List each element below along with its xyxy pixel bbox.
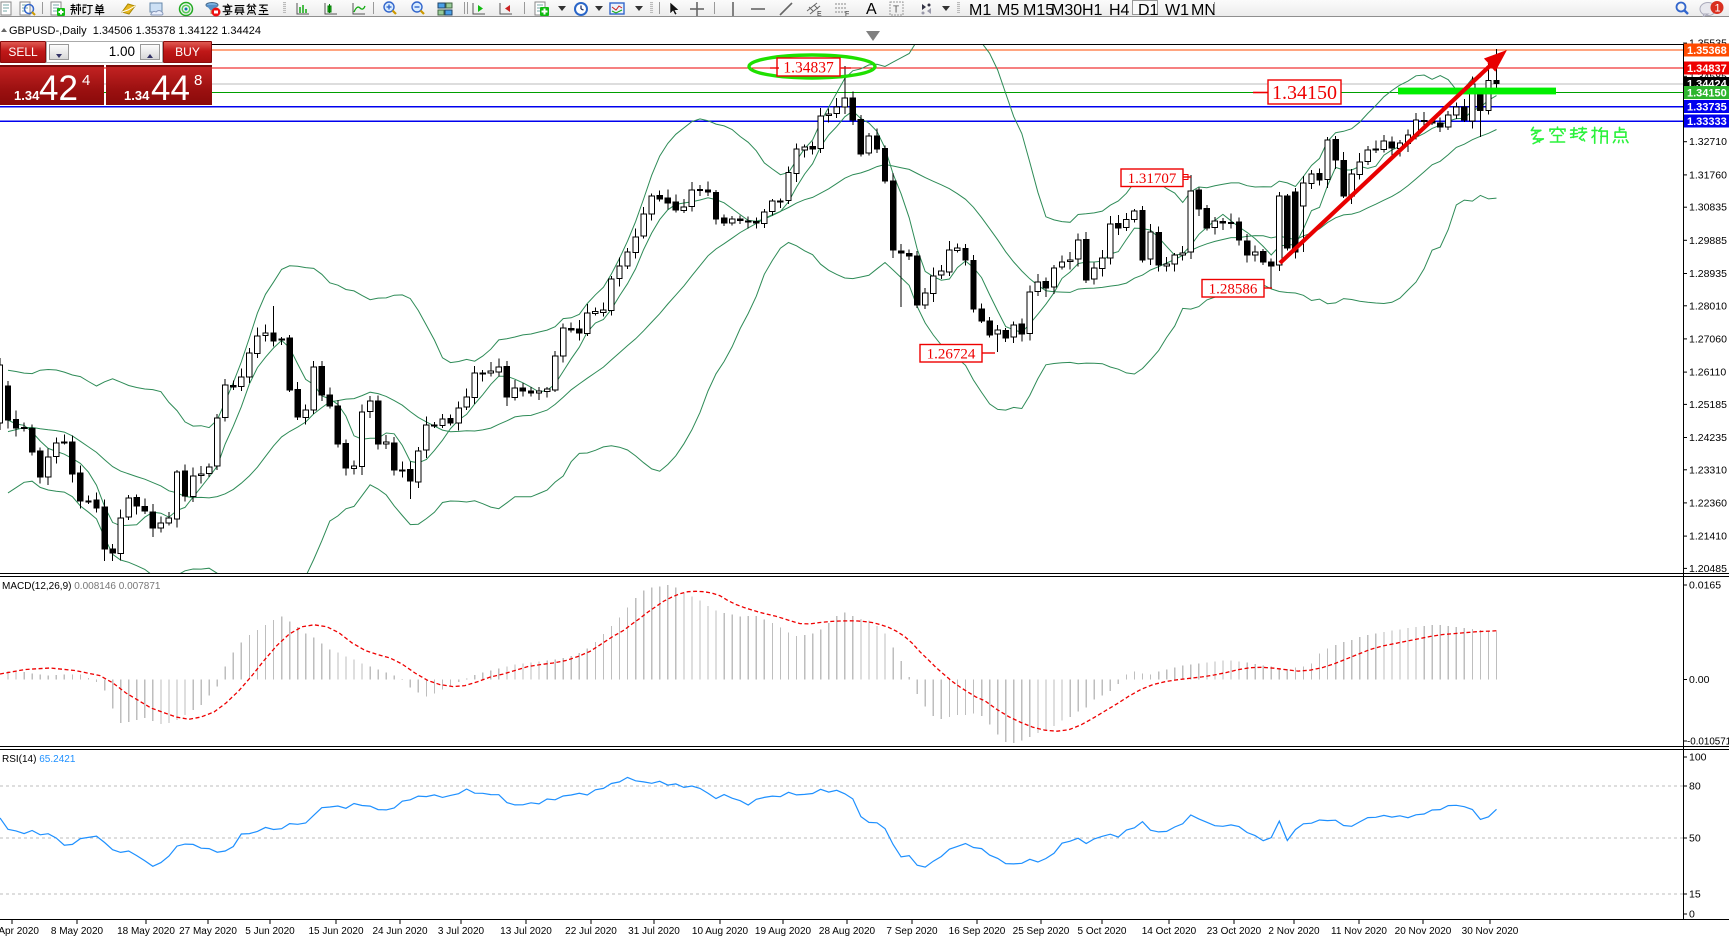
svg-text:11 Nov 2020: 11 Nov 2020	[1331, 926, 1387, 937]
svg-text:1.20485: 1.20485	[1689, 563, 1727, 575]
svg-text:3 Jul 2020: 3 Jul 2020	[438, 926, 485, 937]
svg-text:1.24235: 1.24235	[1689, 432, 1727, 444]
svg-text:7 Sep 2020: 7 Sep 2020	[886, 926, 938, 937]
svg-text:1.25185: 1.25185	[1689, 399, 1727, 411]
svg-text:29 Apr 2020: 29 Apr 2020	[0, 926, 39, 937]
svg-text:1.29885: 1.29885	[1689, 235, 1727, 247]
svg-text:22 Jul 2020: 22 Jul 2020	[565, 926, 617, 937]
svg-text:1.34150: 1.34150	[1687, 87, 1727, 99]
svg-text:1.34837: 1.34837	[1687, 63, 1727, 75]
svg-text:RSI(14) 65.2421: RSI(14) 65.2421	[2, 754, 76, 765]
svg-text:0.0165: 0.0165	[1689, 580, 1721, 592]
svg-text:15: 15	[1689, 889, 1701, 901]
svg-text:1.23310: 1.23310	[1689, 464, 1727, 476]
svg-text:27 May 2020: 27 May 2020	[179, 926, 237, 937]
svg-text:E: E	[817, 11, 822, 17]
svg-text:25 Sep 2020: 25 Sep 2020	[1013, 926, 1070, 937]
svg-text:1.30835: 1.30835	[1689, 202, 1727, 214]
svg-text:1.21410: 1.21410	[1689, 531, 1727, 543]
svg-text:1.26724: 1.26724	[927, 347, 976, 363]
svg-text:T: T	[893, 5, 899, 16]
svg-text:10 Aug 2020: 10 Aug 2020	[692, 926, 749, 937]
svg-text:20 Nov 2020: 20 Nov 2020	[1395, 926, 1452, 937]
svg-text:1.26110: 1.26110	[1689, 367, 1726, 379]
svg-text:1.27060: 1.27060	[1689, 333, 1727, 345]
svg-text:15 Jun 2020: 15 Jun 2020	[308, 926, 363, 937]
svg-text:1.28935: 1.28935	[1689, 268, 1727, 280]
svg-text:14 Oct 2020: 14 Oct 2020	[1142, 926, 1197, 937]
svg-text:16 Sep 2020: 16 Sep 2020	[949, 926, 1006, 937]
svg-text:1.31760: 1.31760	[1689, 169, 1727, 181]
svg-text:5 Jun 2020: 5 Jun 2020	[245, 926, 295, 937]
svg-text:F: F	[845, 11, 849, 17]
svg-text:0.00: 0.00	[1689, 674, 1710, 686]
svg-text:1: 1	[1715, 3, 1721, 15]
svg-text:50: 50	[1689, 833, 1701, 845]
svg-text:1.33735: 1.33735	[1687, 101, 1727, 113]
svg-text:1.34150: 1.34150	[1272, 82, 1337, 104]
svg-text:1.35368: 1.35368	[1687, 45, 1727, 57]
svg-text:1.33333: 1.33333	[1687, 116, 1727, 128]
svg-text:1.34837: 1.34837	[783, 60, 834, 77]
svg-text:1.32710: 1.32710	[1689, 136, 1727, 148]
svg-text:31 Jul 2020: 31 Jul 2020	[628, 926, 680, 937]
svg-text:5 Oct 2020: 5 Oct 2020	[1078, 926, 1127, 937]
svg-text:19 Aug 2020: 19 Aug 2020	[755, 926, 812, 937]
svg-text:0: 0	[1689, 909, 1695, 921]
svg-text:13 Jul 2020: 13 Jul 2020	[500, 926, 552, 937]
svg-text:23 Oct 2020: 23 Oct 2020	[1207, 926, 1262, 937]
svg-text:80: 80	[1689, 781, 1701, 793]
svg-text:MACD(12,26,9) 0.008146 0.00787: MACD(12,26,9) 0.008146 0.007871	[2, 581, 161, 592]
svg-text:18 May 2020: 18 May 2020	[117, 926, 175, 937]
svg-text:1.22360: 1.22360	[1689, 497, 1727, 509]
svg-text:100: 100	[1689, 752, 1707, 764]
svg-text:8 May 2020: 8 May 2020	[51, 926, 104, 937]
svg-text:1.31707: 1.31707	[1128, 171, 1177, 187]
svg-text:1.28010: 1.28010	[1689, 300, 1727, 312]
svg-text:1.28586: 1.28586	[1209, 282, 1258, 298]
svg-text:24 Jun 2020: 24 Jun 2020	[372, 926, 427, 937]
svg-text:28 Aug 2020: 28 Aug 2020	[819, 926, 876, 937]
svg-text:2 Nov 2020: 2 Nov 2020	[1268, 926, 1320, 937]
svg-text:-0.010571: -0.010571	[1687, 737, 1729, 748]
svg-text:30 Nov 2020: 30 Nov 2020	[1462, 926, 1519, 937]
